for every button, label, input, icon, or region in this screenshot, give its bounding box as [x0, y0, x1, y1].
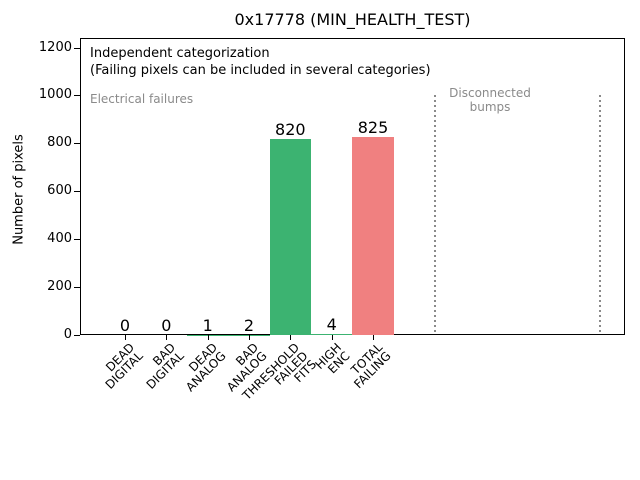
y-tick	[74, 239, 80, 241]
bar-value-label: 1	[202, 315, 213, 335]
divider-line-left	[434, 95, 436, 335]
x-tick	[372, 335, 374, 340]
bar-value-label: 0	[119, 316, 131, 335]
chart-title: 0x17778 (MIN_HEALTH_TEST)	[234, 10, 471, 29]
y-tick-label: 800	[47, 135, 72, 151]
x-tick	[248, 335, 250, 340]
bar-high-enc	[310, 334, 353, 335]
y-tick-label: 0	[63, 327, 72, 342]
y-tick-label: 1000	[38, 87, 72, 103]
y-tick-label: 200	[47, 279, 72, 295]
annotation-disconnected-bumps: Disconnected bumps	[449, 86, 531, 114]
y-axis-label: Number of pixels	[11, 134, 27, 245]
y-tick	[74, 47, 80, 49]
annotation-independent-categorization: Independent categorization (Failing pixe…	[90, 46, 431, 78]
x-tick	[290, 335, 292, 340]
y-tick	[74, 191, 80, 193]
x-tick	[331, 335, 333, 340]
bar-value-label: 2	[243, 315, 255, 335]
y-tick	[74, 95, 80, 97]
x-tick	[207, 335, 209, 340]
bar-threshold-failed-fits	[269, 138, 311, 335]
bar-total-failing	[352, 137, 394, 335]
y-tick	[74, 143, 80, 145]
y-tick	[74, 335, 80, 336]
bar-value-label: 4	[326, 315, 337, 335]
annotation-electrical-failures: Electrical failures	[90, 92, 194, 106]
y-tick-label: 600	[47, 183, 72, 199]
y-tick-label: 400	[47, 231, 72, 247]
x-tick	[166, 335, 168, 340]
y-tick	[74, 287, 80, 289]
bar-value-label: 0	[161, 316, 172, 335]
bar-value-label: 825	[357, 118, 389, 138]
x-tick	[125, 335, 126, 340]
y-tick-label: 1200	[38, 39, 72, 55]
divider-line-right	[599, 95, 601, 335]
bar-value-label: 820	[275, 119, 306, 139]
